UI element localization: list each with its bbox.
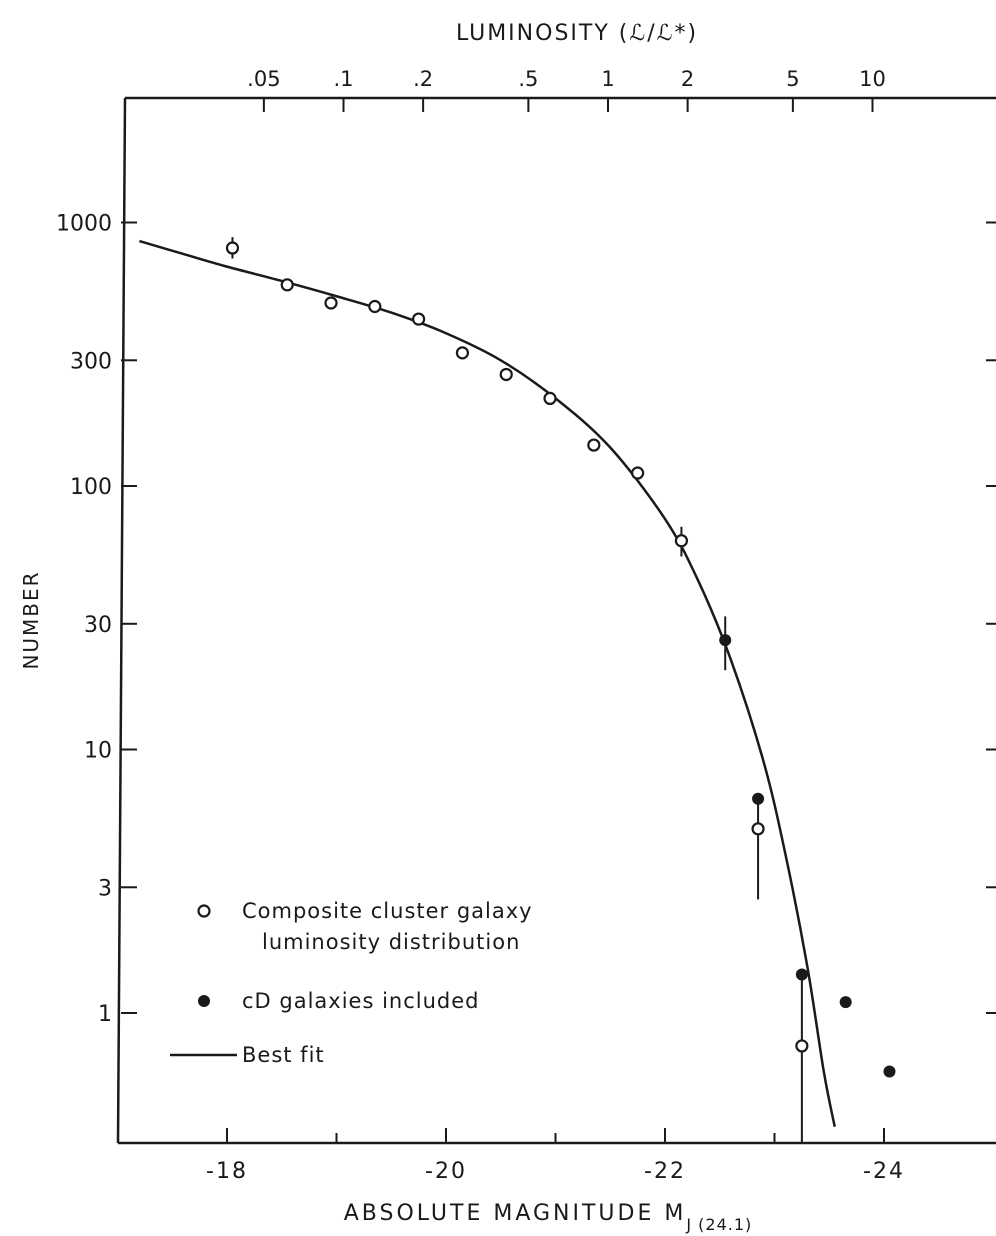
x-axis-title: ABSOLUTE MAGNITUDE MJ (24.1) xyxy=(344,1201,753,1234)
x-axis-title-subscript: J (24.1) xyxy=(685,1215,752,1234)
open-circle-point xyxy=(280,278,294,292)
legend-open-circle-marker xyxy=(197,904,211,918)
y-tick-label: 10 xyxy=(84,739,112,764)
open-circle-point xyxy=(412,312,426,326)
open-circle-point xyxy=(368,299,382,314)
top-tick-label: 10 xyxy=(859,67,886,91)
x-tick-label: -22 xyxy=(644,1159,686,1184)
legend-label-composite-line1: Composite cluster galaxy xyxy=(242,899,533,923)
top-tick-label: .1 xyxy=(333,67,353,91)
top-tick-label: 2 xyxy=(681,67,694,91)
open-circle-point xyxy=(631,466,645,480)
legend-label-composite-line2: luminosity distribution xyxy=(262,930,520,954)
top-tick-label: .2 xyxy=(413,67,433,91)
y-tick-label: 300 xyxy=(70,349,112,374)
top-tick-label: 5 xyxy=(786,67,799,91)
open-circle-point xyxy=(587,438,601,452)
legend-label-best-fit: Best fit xyxy=(242,1043,325,1067)
top-axis-title: LUMINOSITY (ℒ/ℒ*) xyxy=(456,21,698,46)
legend-filled-circle-marker xyxy=(198,995,210,1007)
plot-frame-left xyxy=(116,97,127,1144)
y-axis-title: NUMBER xyxy=(19,570,43,669)
filled-circle-point xyxy=(795,968,808,981)
filled-circle-point xyxy=(719,634,732,647)
x-tick-label: -20 xyxy=(425,1159,467,1184)
filled-circle-point xyxy=(883,1065,896,1078)
open-circle-point xyxy=(324,296,338,310)
filled-circle-point xyxy=(839,996,852,1009)
open-circle-point xyxy=(499,367,513,382)
y-tick-label: 1000 xyxy=(56,212,112,237)
legend-label-cd: cD galaxies included xyxy=(242,989,480,1013)
x-tick-label: -18 xyxy=(206,1159,248,1184)
open-circle-point xyxy=(674,534,689,548)
x-tick-label: -24 xyxy=(863,1159,905,1184)
data-points xyxy=(225,237,896,1143)
legend: Composite cluster galaxy luminosity dist… xyxy=(170,899,533,1067)
top-tick-label: .5 xyxy=(518,67,538,91)
top-tick-label: .05 xyxy=(247,67,280,91)
open-circle-point xyxy=(543,391,557,406)
y-tick-label: 3 xyxy=(98,876,112,901)
open-circle-point xyxy=(225,241,240,255)
open-circle-point xyxy=(455,346,470,360)
y-tick-label: 30 xyxy=(84,613,112,638)
open-circle-point xyxy=(751,822,765,836)
top-tick-label: 1 xyxy=(601,67,614,91)
open-circle-point xyxy=(795,1039,809,1053)
filled-circle-point xyxy=(752,792,765,805)
axis-ticks: -18 -20 -22 -24 1 3 10 30 100 300 1000 .05 .1 .2 .5 1 2 5… xyxy=(56,67,996,1184)
y-tick-label: 1 xyxy=(98,1002,112,1027)
y-tick-label: 100 xyxy=(70,475,112,500)
x-axis-title-main: ABSOLUTE MAGNITUDE M xyxy=(344,1201,687,1226)
